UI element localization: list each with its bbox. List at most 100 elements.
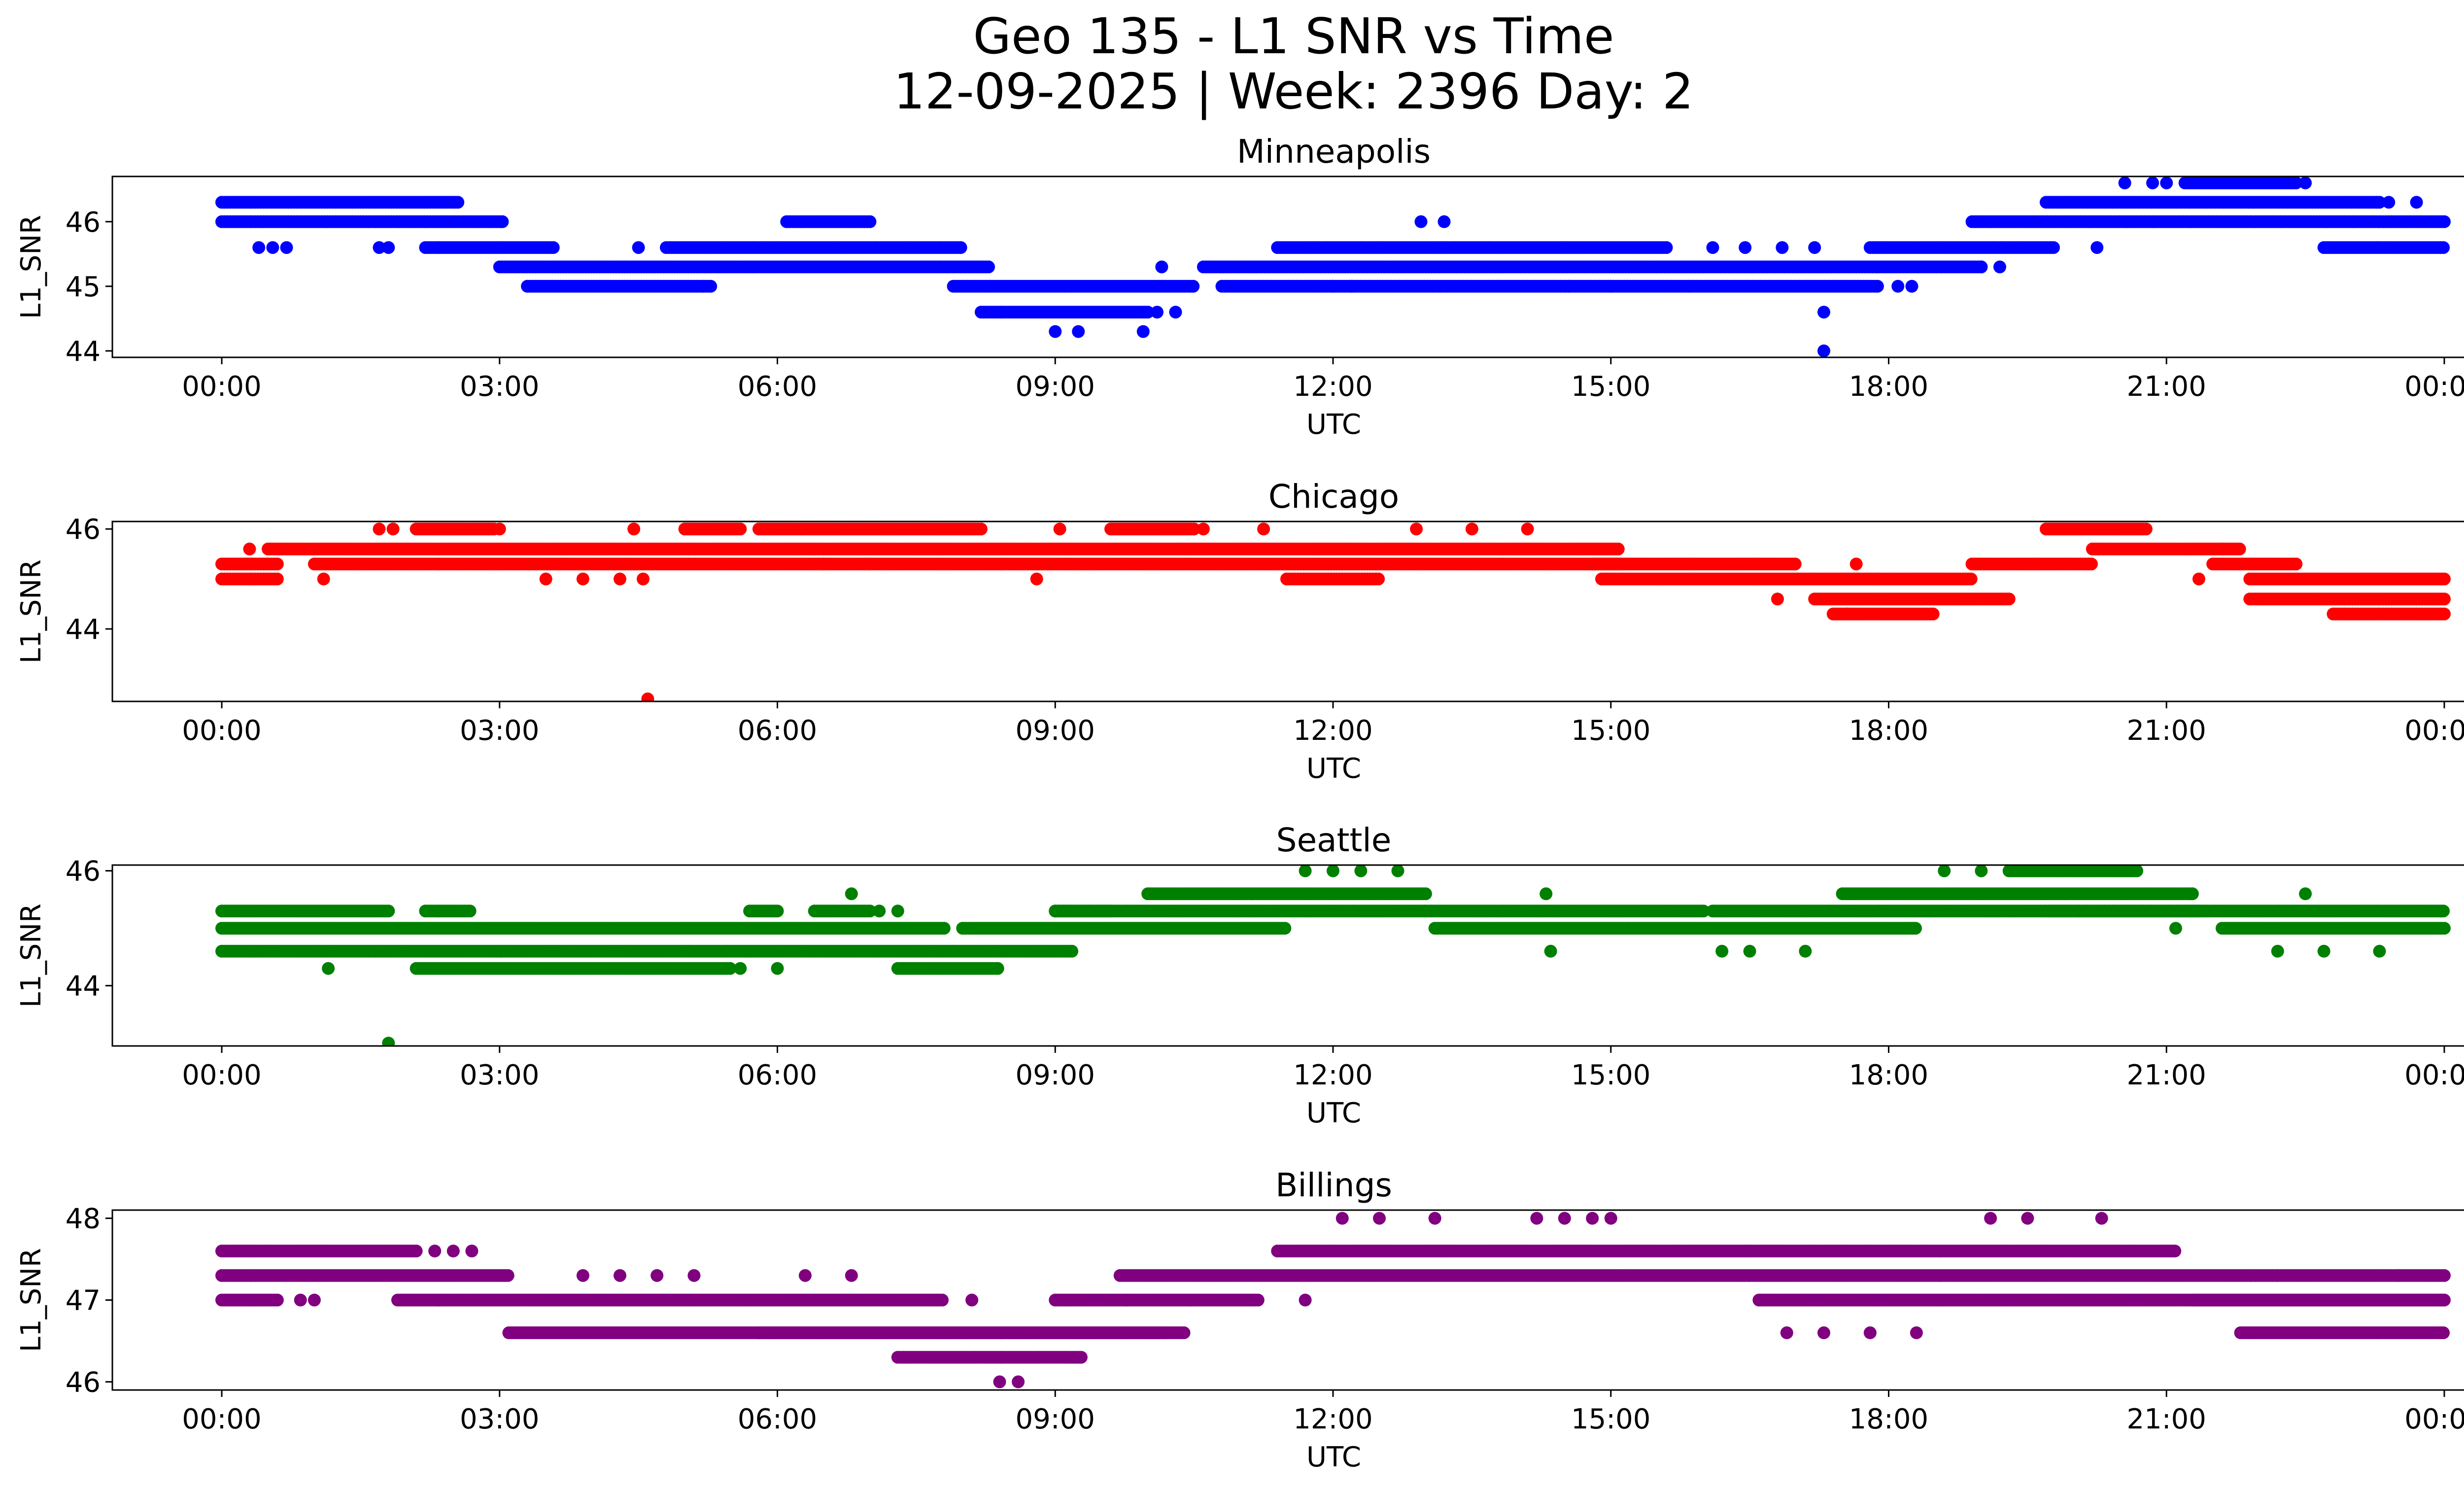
x-tick-label: 06:00: [738, 715, 817, 747]
data-point: [576, 572, 589, 586]
y-axis-label: L1_SNR: [15, 215, 47, 319]
data-point: [1706, 241, 1719, 254]
data-point: [2437, 241, 2450, 254]
data-point: [2438, 215, 2451, 228]
data-point: [2002, 592, 2016, 606]
data-point: [2382, 196, 2396, 209]
data-point: [2373, 196, 2386, 209]
data-point: [1410, 522, 1423, 536]
panel-title-minneapolis: Minneapolis: [1237, 133, 1431, 171]
y-tick-label: 44: [66, 336, 101, 368]
data-point: [1155, 260, 1168, 274]
data-point: [547, 241, 560, 254]
data-point: [817, 557, 830, 571]
data-point: [2146, 176, 2159, 190]
y-tick-label: 44: [66, 614, 101, 646]
data-point: [266, 241, 279, 254]
data-point: [1817, 306, 1830, 319]
data-point: [1327, 279, 1339, 293]
x-tick-label: 21:00: [2127, 715, 2206, 747]
data-point: [1891, 279, 1905, 293]
x-axis-label: UTC: [1306, 409, 1361, 441]
x-tick-label: 18:00: [1849, 715, 1928, 747]
data-point: [1151, 306, 1164, 319]
x-tick-label: 00:00: [182, 371, 261, 403]
x-tick-label: 15:00: [1571, 371, 1650, 403]
data-point: [2233, 542, 2246, 556]
data-point: [937, 922, 951, 935]
data-series-seattle: [215, 865, 2451, 1046]
data-series-chicago: [215, 522, 2451, 701]
data-point: [1372, 572, 1385, 586]
panel-title-chicago: Chicago: [1268, 478, 1399, 516]
data-point: [1871, 279, 1884, 293]
data-point: [317, 572, 330, 586]
data-point: [493, 522, 506, 536]
x-tick-label: 00:00: [2404, 715, 2464, 747]
data-point: [734, 522, 747, 536]
data-point: [2192, 572, 2205, 586]
figure-title-line-2: 12-09-2025 | Week: 2396 Day: 2: [893, 63, 1693, 120]
data-point: [954, 241, 967, 254]
data-point: [2047, 241, 2060, 254]
y-tick-label: 45: [66, 271, 101, 303]
data-point: [1345, 279, 1358, 293]
x-tick-label: 12:00: [1293, 715, 1372, 747]
data-point: [1964, 572, 1978, 586]
y-tick-label: 46: [66, 207, 101, 239]
data-point: [1788, 557, 1802, 571]
data-point: [1993, 260, 2006, 274]
data-point: [991, 962, 1004, 975]
x-tick-label: 00:00: [2404, 371, 2464, 403]
data-point: [2438, 607, 2451, 621]
data-point: [1030, 572, 1043, 586]
data-point: [2085, 557, 2098, 571]
data-point: [1563, 279, 1576, 293]
data-point: [243, 542, 256, 556]
data-point: [2139, 522, 2153, 536]
data-point: [1611, 542, 1625, 556]
data-point: [252, 241, 266, 254]
data-point: [1739, 241, 1752, 254]
data-point: [539, 572, 552, 586]
data-point: [1840, 607, 1853, 621]
data-series-minneapolis: [215, 176, 2451, 357]
panel-title-seattle: Seattle: [1276, 821, 1392, 859]
data-point: [1278, 922, 1292, 935]
data-point: [1926, 607, 1940, 621]
data-point: [1197, 522, 1210, 536]
data-point: [1776, 241, 1789, 254]
x-tick-label: 15:00: [1571, 715, 1650, 747]
data-point: [271, 557, 284, 571]
data-point: [1521, 522, 1534, 536]
data-point: [1257, 522, 1270, 536]
data-point: [771, 904, 784, 918]
data-point: [1849, 557, 1863, 571]
data-point: [697, 279, 710, 293]
data-point: [863, 904, 877, 918]
figure-title-line-1: Geo 135 - L1 SNR vs Time: [973, 7, 1614, 65]
data-point: [1817, 344, 1830, 357]
data-point: [627, 522, 641, 536]
x-tick-label: 09:00: [1016, 715, 1095, 747]
data-point: [974, 522, 988, 536]
data-point: [2438, 592, 2451, 606]
y-axis-label: L1_SNR: [15, 559, 47, 663]
x-tick-label: 00:00: [182, 715, 261, 747]
data-point: [271, 572, 284, 586]
data-point: [382, 241, 395, 254]
data-point: [1975, 260, 1988, 274]
x-tick-label: 21:00: [2127, 371, 2206, 403]
data-point: [373, 522, 386, 536]
data-point: [1437, 215, 1451, 228]
data-point: [1169, 306, 1182, 319]
data-point: [1604, 279, 1617, 293]
data-point: [386, 522, 400, 536]
x-tick-label: 18:00: [1849, 371, 1928, 403]
x-tick-label: 09:00: [1016, 371, 1095, 403]
data-point: [1808, 241, 1821, 254]
